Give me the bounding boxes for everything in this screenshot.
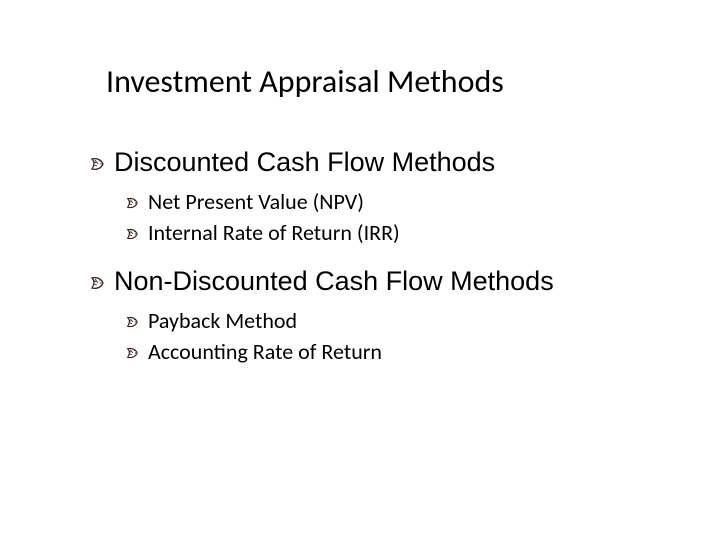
section-heading-text: Non-Discounted Cash Flow Methods [114, 266, 554, 297]
leaf-bullet-icon [90, 276, 104, 290]
list-item-text: Internal Rate of Return (IRR) [148, 219, 400, 246]
section-heading-text: Discounted Cash Flow Methods [114, 147, 495, 178]
list-item-text: Net Present Value (NPV) [148, 188, 364, 215]
section-heading-1: Discounted Cash Flow Methods [90, 147, 630, 178]
section-2-items: Payback Method Accounting Rate of Return [90, 307, 630, 365]
list-item: Payback Method [126, 307, 630, 334]
leaf-bullet-icon [126, 197, 138, 209]
list-item: Net Present Value (NPV) [126, 188, 630, 215]
leaf-bullet-icon [126, 347, 138, 359]
list-item-text: Payback Method [148, 307, 297, 334]
section-heading-2: Non-Discounted Cash Flow Methods [90, 266, 630, 297]
section-1-items: Net Present Value (NPV) Internal Rate of… [90, 188, 630, 246]
leaf-bullet-icon [126, 228, 138, 240]
leaf-bullet-icon [126, 316, 138, 328]
slide-title: Investment Appraisal Methods [90, 62, 630, 101]
list-item: Internal Rate of Return (IRR) [126, 219, 630, 246]
list-item-text: Accounting Rate of Return [148, 338, 382, 365]
leaf-bullet-icon [90, 157, 104, 171]
list-item: Accounting Rate of Return [126, 338, 630, 365]
